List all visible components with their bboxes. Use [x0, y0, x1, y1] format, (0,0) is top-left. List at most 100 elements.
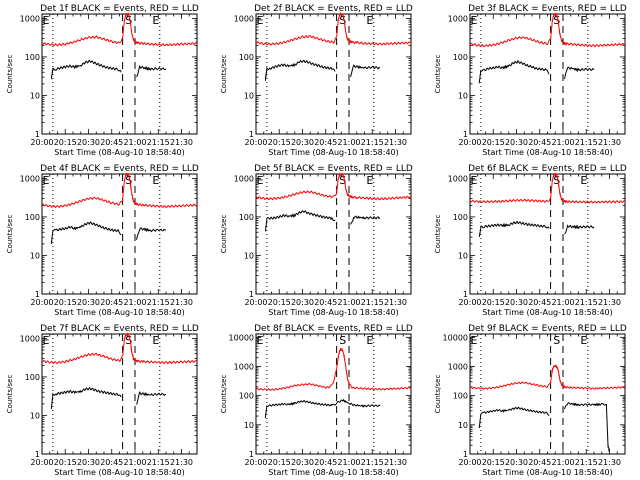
x-tick-label: 21:00 [123, 138, 146, 147]
lld-series-line [469, 12, 626, 48]
events-series-line-segment-2 [136, 227, 167, 240]
x-tick-label: 20:00 [244, 458, 267, 467]
y-tick-label: 10 [458, 251, 468, 260]
events-series-line-segment-2 [350, 64, 381, 78]
plot-frame [469, 13, 626, 135]
y-axis-label: Counts/sec [220, 215, 228, 254]
plot-frame [255, 13, 412, 135]
plot-frame [469, 173, 626, 295]
y-axis-label: Counts/sec [6, 375, 14, 414]
marker-label: E [580, 334, 587, 347]
x-tick-label: 20:45 [100, 458, 123, 467]
y-tick-label: 10 [458, 421, 468, 430]
marker-label: E [366, 14, 373, 27]
x-tick-label: 20:00 [244, 138, 267, 147]
marker-label: E [366, 174, 373, 187]
y-tick-label: 1000 [20, 174, 40, 183]
x-tick-label: 21:15 [361, 138, 384, 147]
panel-title: Det 3f BLACK = Events, RED = LLD [468, 4, 627, 14]
detector-panel-7: Det 7f BLACK = Events, RED = LLD 1 10 100 10… [6, 324, 199, 477]
events-series-line [50, 386, 122, 410]
events-series-line-segment-2 [564, 224, 595, 235]
y-tick-label: 1 [463, 450, 468, 459]
x-tick-label: 20:15 [268, 298, 291, 307]
x-tick-label: 20:45 [100, 138, 123, 147]
y-tick-label: 10 [244, 251, 254, 260]
x-tick-label: 21:15 [361, 458, 384, 467]
detector-panel-5: Det 5f BLACK = Events, RED = LLD 1 10 100 10… [220, 164, 413, 317]
marker-label: E [152, 334, 159, 347]
x-tick-label: 21:00 [551, 298, 574, 307]
events-series-line-segment-2 [564, 66, 595, 80]
marker-label: E [471, 334, 478, 347]
y-tick-label: 10000 [443, 333, 468, 342]
x-axis-label: Start Time (08-Aug-10 18:58:40) [482, 308, 613, 317]
detector-panel-8: Det 8f BLACK = Events, RED = LLD 1 10 100 10… [220, 324, 413, 477]
plot-frame [255, 333, 412, 455]
y-tick-label: 100 [453, 392, 468, 401]
x-tick-label: 21:15 [147, 458, 170, 467]
x-axis-label: Start Time (08-Aug-10 18:58:40) [482, 468, 613, 477]
y-tick-label: 10 [30, 411, 40, 420]
x-tick-label: 21:30 [170, 458, 193, 467]
x-tick-label: 20:30 [77, 458, 100, 467]
marker-label: E [471, 174, 478, 187]
x-tick-label: 21:00 [337, 138, 360, 147]
events-series-line-segment-2 [564, 402, 610, 452]
x-tick-label: 20:45 [100, 298, 123, 307]
x-tick-label: 20:15 [54, 138, 77, 147]
y-tick-label: 100 [239, 213, 254, 222]
events-series-line [478, 220, 550, 237]
detector-panel-6: Det 6f BLACK = Events, RED = LLD 1 10 100 10… [434, 164, 627, 317]
x-axis-label: Start Time (08-Aug-10 18:58:40) [268, 308, 399, 317]
y-axis-label: Counts/sec [220, 55, 228, 94]
x-axis-label: Start Time (08-Aug-10 18:58:40) [54, 308, 185, 317]
x-axis-label: Start Time (08-Aug-10 18:58:40) [268, 148, 399, 157]
x-tick-label: 21:00 [337, 458, 360, 467]
y-tick-label: 1 [463, 290, 468, 299]
x-tick-label: 21:15 [147, 138, 170, 147]
y-tick-label: 1000 [234, 174, 254, 183]
y-tick-label: 1 [463, 130, 468, 139]
x-tick-label: 21:00 [551, 458, 574, 467]
x-tick-label: 20:30 [505, 458, 528, 467]
x-tick-label: 20:00 [30, 138, 53, 147]
x-tick-label: 21:00 [551, 138, 574, 147]
marker-label: E [43, 14, 50, 27]
marker-label: E [580, 14, 587, 27]
x-tick-label: 20:00 [458, 458, 481, 467]
x-tick-label: 21:30 [384, 298, 407, 307]
x-tick-label: 20:30 [291, 458, 314, 467]
x-tick-label: 21:30 [170, 138, 193, 147]
marker-label: E [366, 334, 373, 347]
y-tick-label: 1 [35, 130, 40, 139]
x-tick-label: 21:15 [361, 298, 384, 307]
lld-series-line [255, 11, 412, 46]
y-tick-label: 1000 [448, 362, 468, 371]
x-tick-label: 20:45 [528, 138, 551, 147]
y-axis-label: Counts/sec [220, 375, 228, 414]
marker-label: S [553, 14, 560, 27]
marker-label: E [580, 174, 587, 187]
x-tick-label: 20:45 [528, 298, 551, 307]
y-tick-label: 100 [239, 53, 254, 62]
plot-frame [255, 173, 412, 295]
marker-label: E [43, 334, 50, 347]
y-tick-label: 10 [30, 91, 40, 100]
y-axis-label: Counts/sec [6, 215, 14, 254]
y-tick-label: 100 [25, 373, 40, 382]
x-tick-label: 20:15 [268, 138, 291, 147]
y-tick-label: 100 [453, 213, 468, 222]
x-tick-label: 20:15 [268, 458, 291, 467]
events-series-line-segment-2 [136, 390, 166, 405]
marker-label: S [125, 334, 132, 347]
y-tick-label: 1000 [234, 362, 254, 371]
y-tick-label: 1000 [448, 14, 468, 23]
y-tick-label: 1 [249, 450, 254, 459]
x-tick-label: 20:15 [482, 458, 505, 467]
x-tick-label: 21:15 [575, 138, 598, 147]
x-tick-label: 20:00 [244, 298, 267, 307]
marker-label: S [125, 14, 132, 27]
x-axis-label: Start Time (08-Aug-10 18:58:40) [268, 468, 399, 477]
